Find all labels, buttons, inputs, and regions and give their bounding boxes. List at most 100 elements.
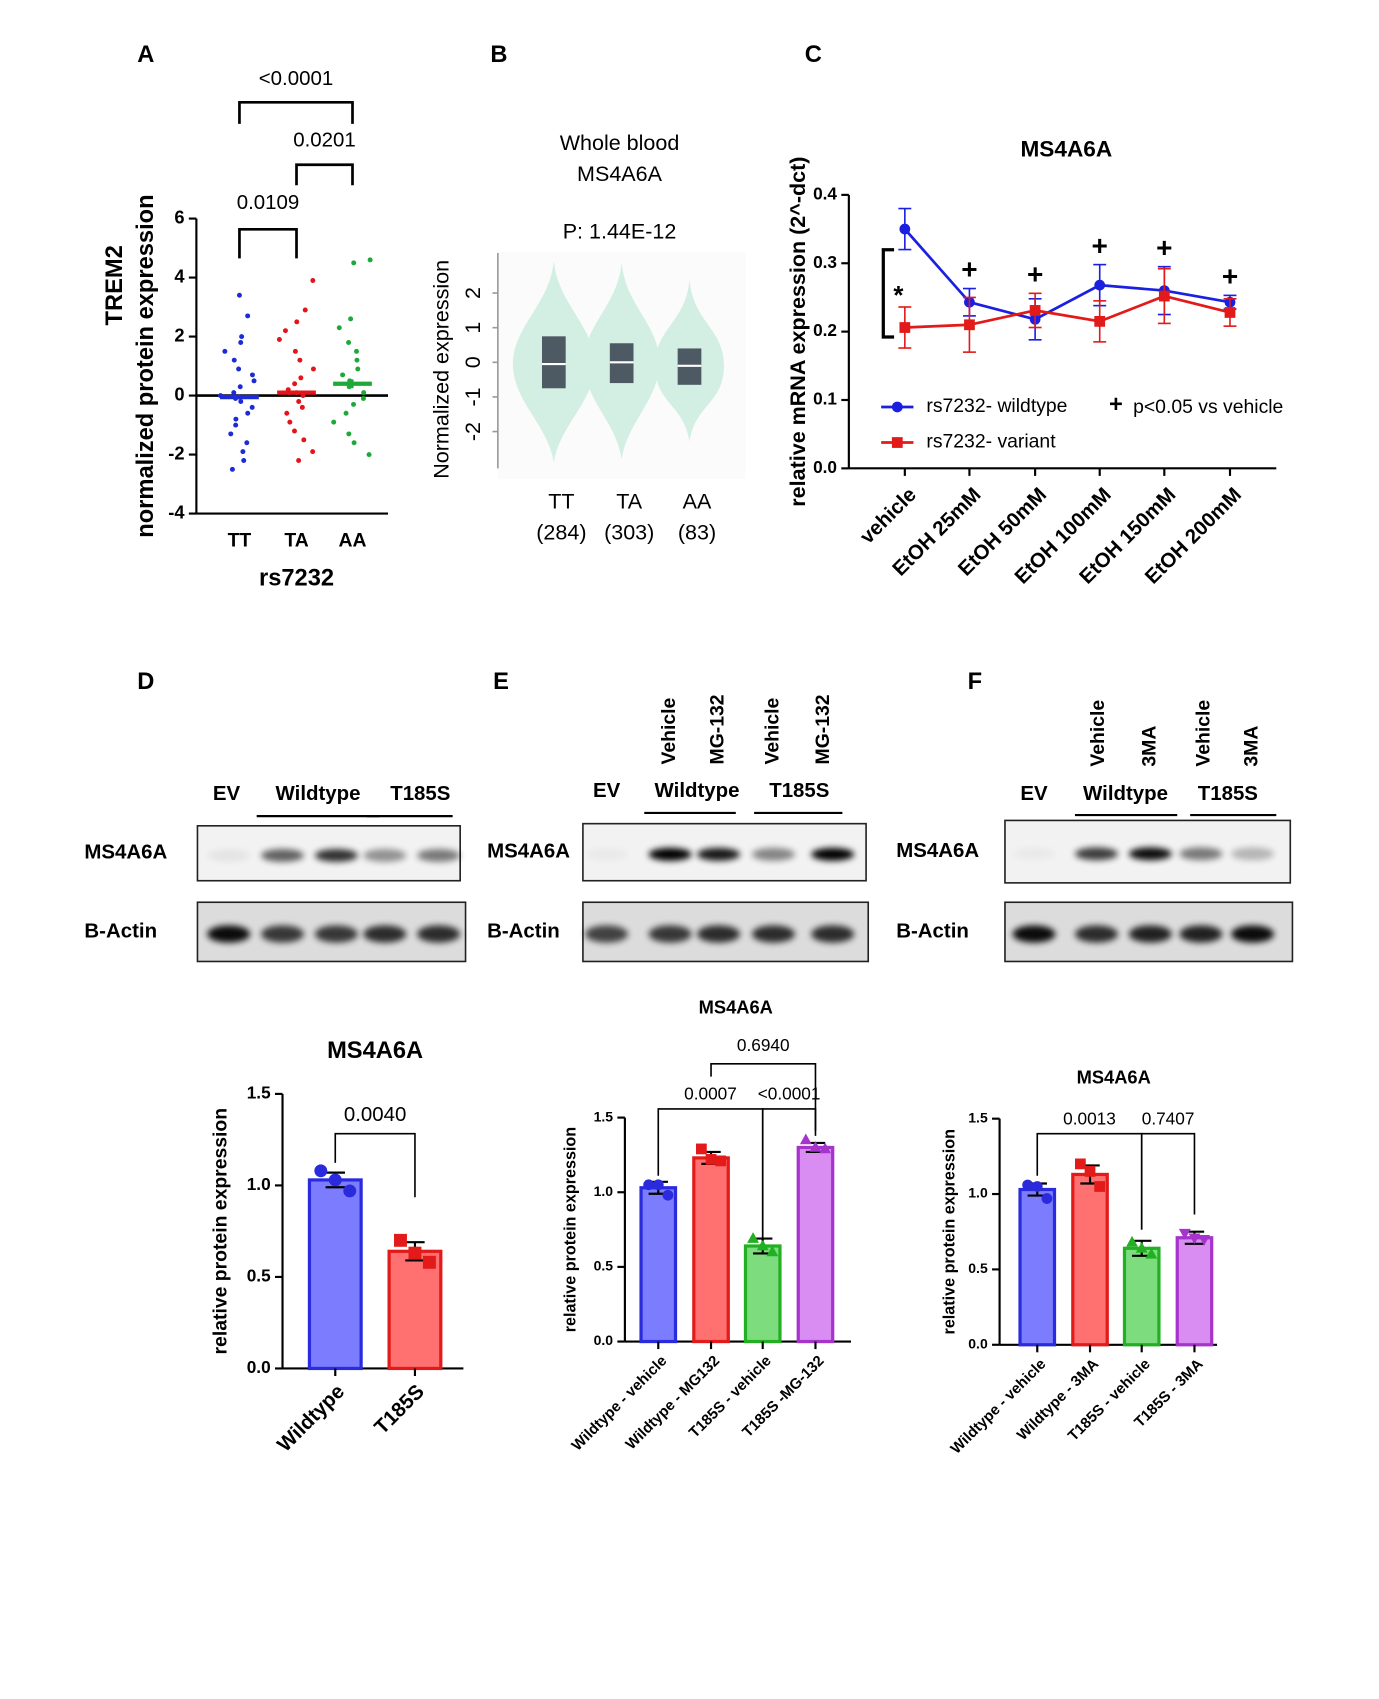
blot-band <box>697 925 741 943</box>
panel-label: F <box>968 669 982 695</box>
data-point <box>964 319 975 331</box>
data-point <box>237 384 243 390</box>
data-point <box>756 1239 769 1251</box>
group-label: T185S <box>1198 782 1258 805</box>
legend-note: p<0.05 vs vehicle <box>1133 396 1283 418</box>
y-tick-label: 0.0 <box>247 1357 271 1377</box>
y-tick-label: 0.4 <box>813 183 837 203</box>
count-label: (83) <box>678 521 716 545</box>
y-tick-label: 0.3 <box>813 252 837 272</box>
blot-band <box>417 925 461 943</box>
y-tick-label: 0.0 <box>813 457 837 477</box>
series-line <box>904 294 1231 329</box>
row-label: MS4A6A <box>487 840 570 863</box>
blot-band <box>585 848 628 861</box>
blot-band <box>260 848 305 862</box>
data-point <box>233 422 239 428</box>
group-label: T185S <box>769 779 829 802</box>
data-point <box>301 437 307 443</box>
blot-band <box>314 848 358 862</box>
bar <box>1071 1172 1109 1347</box>
data-point <box>394 1233 407 1247</box>
data-point <box>292 428 297 434</box>
y-tick-label: 0.5 <box>968 1260 988 1276</box>
data-point <box>766 1245 779 1257</box>
data-point <box>1094 279 1106 291</box>
p-value: 0.0109 <box>237 191 300 214</box>
data-point <box>747 1232 759 1243</box>
data-point <box>696 1143 707 1155</box>
data-point <box>294 319 300 325</box>
y-axis-title: Normalized expression <box>430 260 454 479</box>
title: MS4A6A <box>327 1038 423 1064</box>
bar <box>692 1156 730 1344</box>
data-point <box>245 313 251 319</box>
vehicle-mark: * <box>893 282 904 310</box>
blot-band <box>811 847 855 861</box>
annotation: P: 1.44E-12 <box>563 219 677 243</box>
blot-band <box>1013 847 1056 860</box>
data-point <box>1188 1233 1201 1245</box>
data-point <box>346 339 352 345</box>
data-point <box>360 396 366 401</box>
blot-band <box>1179 925 1223 943</box>
significance-mark: + <box>1092 230 1108 261</box>
data-point <box>296 398 302 404</box>
data-point <box>302 307 308 313</box>
y-tick-label: 1.5 <box>968 1109 988 1125</box>
data-point <box>287 419 293 425</box>
data-point <box>361 390 367 396</box>
row-label: MS4A6A <box>896 839 979 862</box>
blot-band <box>1231 847 1275 861</box>
y-tick-label: 1.0 <box>247 1174 271 1194</box>
data-point <box>366 452 372 458</box>
series-line <box>903 228 1231 321</box>
data-point <box>346 431 352 437</box>
data-point <box>1022 1179 1034 1191</box>
panel-label: A <box>137 42 154 68</box>
row-label: B-Actin <box>84 919 157 942</box>
y-tick-label: 0.5 <box>594 1258 614 1274</box>
data-point <box>643 1179 655 1191</box>
data-point <box>240 449 246 455</box>
data-point <box>1074 1158 1086 1170</box>
data-point <box>228 431 234 437</box>
y-tick-label: 1.0 <box>968 1185 988 1201</box>
data-point <box>1158 290 1170 302</box>
blot-band <box>314 925 358 943</box>
blot-band <box>1074 847 1119 861</box>
y-tick-label: -4 <box>168 501 185 522</box>
data-point <box>245 410 251 416</box>
data-point <box>249 372 255 378</box>
data-point <box>1094 315 1106 327</box>
significance-bracket <box>295 163 354 186</box>
data-point <box>705 1154 717 1165</box>
y-tick-label: 4 <box>174 265 185 286</box>
bar <box>1175 1236 1214 1347</box>
data-point <box>1094 1181 1106 1192</box>
significance-bracket <box>1140 1132 1196 1230</box>
box <box>541 336 566 389</box>
bar <box>743 1244 782 1344</box>
significance-bracket <box>238 100 354 124</box>
data-point <box>422 1255 436 1269</box>
data-point <box>340 372 346 378</box>
data-point <box>1031 1181 1043 1192</box>
data-point <box>282 328 288 334</box>
data-point <box>284 410 290 416</box>
data-point <box>249 404 255 410</box>
vehicle-bracket <box>881 248 895 339</box>
panel-label: C <box>805 42 822 68</box>
y-tick-label: 0.1 <box>813 389 837 409</box>
count-label: (284) <box>536 521 586 545</box>
data-point <box>236 366 242 372</box>
row-label: B-Actin <box>487 919 560 942</box>
condition-label: 3MA <box>1138 726 1160 767</box>
data-point <box>336 325 342 331</box>
data-point <box>231 390 237 396</box>
significance-mark: + <box>1027 258 1043 289</box>
blot-band <box>751 847 796 861</box>
blot-band <box>363 848 407 862</box>
